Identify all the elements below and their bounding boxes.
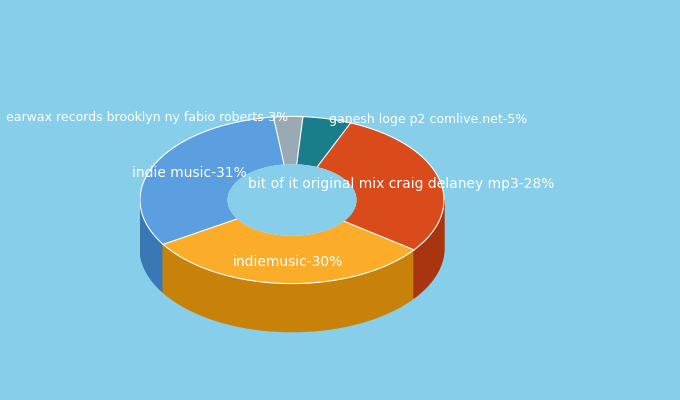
Text: indie music-31%: indie music-31% xyxy=(133,166,247,180)
Polygon shape xyxy=(163,219,414,284)
Polygon shape xyxy=(414,200,444,298)
Polygon shape xyxy=(317,123,444,250)
Text: indiemusic-30%: indiemusic-30% xyxy=(233,255,343,269)
Polygon shape xyxy=(238,219,343,283)
Polygon shape xyxy=(273,116,303,165)
Text: earwax records brooklyn ny fabio roberts-3%: earwax records brooklyn ny fabio roberts… xyxy=(6,111,288,124)
Polygon shape xyxy=(343,200,356,269)
Polygon shape xyxy=(140,200,163,292)
Polygon shape xyxy=(228,200,238,267)
Polygon shape xyxy=(140,117,284,244)
Polygon shape xyxy=(163,244,414,332)
Text: bit of it original mix craig delaney mp3-28%: bit of it original mix craig delaney mp3… xyxy=(248,176,554,190)
Text: ganesh loge p2 comlive.net-5%: ganesh loge p2 comlive.net-5% xyxy=(329,114,528,126)
Polygon shape xyxy=(296,117,351,168)
Polygon shape xyxy=(228,165,356,235)
